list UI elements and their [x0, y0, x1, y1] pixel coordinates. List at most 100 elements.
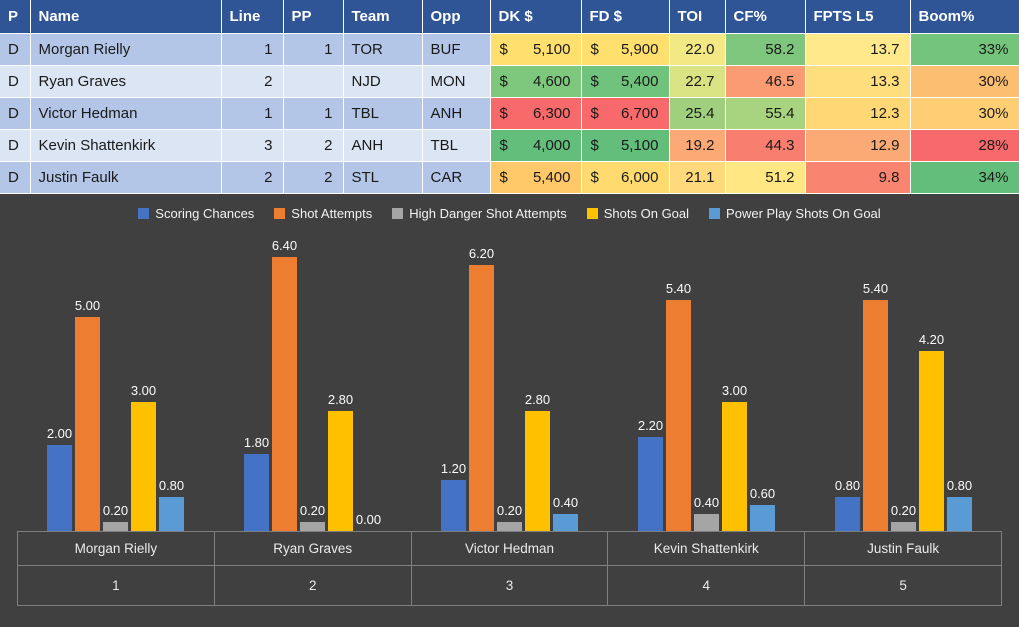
cell-fd[interactable]: $6,000	[581, 161, 670, 194]
cell-p[interactable]: D	[0, 65, 31, 98]
legend-item-scoring-chances[interactable]: Scoring Chances	[138, 206, 254, 221]
cell-line[interactable]: 1	[221, 33, 284, 66]
cell-team[interactable]: NJD	[343, 65, 423, 98]
cell-cf[interactable]: 44.3	[725, 129, 806, 162]
cell-pp[interactable]: 2	[283, 129, 344, 162]
column-header-dk[interactable]: DK $	[490, 0, 582, 34]
column-header-opp[interactable]: Opp	[422, 0, 491, 34]
bar-shot-attempts	[469, 264, 494, 531]
cell-dk[interactable]: $5,400	[490, 161, 582, 194]
cell-cf[interactable]: 46.5	[725, 65, 806, 98]
cell-fpts-l5[interactable]: 13.7	[805, 33, 911, 66]
bar-power-play-shots-on-goal	[553, 513, 578, 531]
cell-team[interactable]: TOR	[343, 33, 423, 66]
cell-p[interactable]: D	[0, 33, 31, 66]
bar-slot: 0.20	[103, 232, 128, 531]
cell-opp[interactable]: TBL	[422, 129, 491, 162]
cell-fd[interactable]: $5,900	[581, 33, 670, 66]
bar-shots-on-goal	[328, 410, 353, 531]
cell-boom[interactable]: 30%	[910, 97, 1019, 130]
currency-symbol: $	[590, 136, 599, 154]
axis-player-name: Victor Hedman	[410, 531, 608, 565]
column-header-boom[interactable]: Boom%	[910, 0, 1019, 34]
cell-fd[interactable]: $5,100	[581, 129, 670, 162]
column-header-fd[interactable]: FD $	[581, 0, 670, 34]
cell-fpts-l5[interactable]: 12.9	[805, 129, 911, 162]
cell-boom[interactable]: 33%	[910, 33, 1019, 66]
column-header-line[interactable]: Line	[221, 0, 284, 34]
cell-name[interactable]: Justin Faulk	[30, 161, 222, 194]
legend-label: Shots On Goal	[603, 206, 690, 221]
cell-dk[interactable]: $4,600	[490, 65, 582, 98]
bar-scoring-chances	[244, 453, 269, 531]
x-axis-player-names: Morgan Rielly Ryan Graves Victor Hedman Kev…	[17, 531, 1002, 566]
accounting-cell: $5,100	[491, 34, 581, 65]
cell-opp[interactable]: CAR	[422, 161, 491, 194]
legend-item-power-play-shots-on-goal[interactable]: Power Play Shots On Goal	[709, 206, 881, 221]
cell-line[interactable]: 2	[221, 161, 284, 194]
cell-line[interactable]: 3	[221, 129, 284, 162]
cell-line[interactable]: 2	[221, 65, 284, 98]
cell-team[interactable]: STL	[343, 161, 423, 194]
currency-symbol: $	[590, 40, 599, 58]
cell-team[interactable]: TBL	[343, 97, 423, 130]
cell-toi[interactable]: 22.0	[669, 33, 726, 66]
legend-item-shot-attempts[interactable]: Shot Attempts	[274, 206, 372, 221]
cell-fpts-l5[interactable]: 13.3	[805, 65, 911, 98]
bar-value-label: 6.40	[271, 237, 298, 253]
column-header-name[interactable]: Name	[30, 0, 222, 34]
bar-scoring-chances	[47, 444, 72, 531]
bar-scoring-chances	[638, 436, 663, 531]
cell-pp[interactable]: 1	[283, 33, 344, 66]
cell-toi[interactable]: 19.2	[669, 129, 726, 162]
cell-name[interactable]: Victor Hedman	[30, 97, 222, 130]
cell-team[interactable]: ANH	[343, 129, 423, 162]
legend-swatch-shot-attempts	[274, 208, 286, 219]
cell-name[interactable]: Ryan Graves	[30, 65, 222, 98]
column-header-team[interactable]: Team	[343, 0, 423, 34]
column-header-pp[interactable]: PP	[283, 0, 344, 34]
cell-line[interactable]: 1	[221, 97, 284, 130]
cell-opp[interactable]: MON	[422, 65, 491, 98]
accounting-cell: $6,000	[582, 162, 669, 193]
bar-shots-on-goal	[722, 401, 747, 531]
bar-value-label: 0.80	[834, 477, 861, 493]
cell-toi[interactable]: 25.4	[669, 97, 726, 130]
column-header-cf[interactable]: CF%	[725, 0, 806, 34]
cell-toi[interactable]: 21.1	[669, 161, 726, 194]
column-header-toi[interactable]: TOI	[669, 0, 726, 34]
legend-item-shots-on-goal[interactable]: Shots On Goal	[586, 206, 690, 221]
column-header-p[interactable]: P	[0, 0, 31, 34]
cell-dk[interactable]: $5,100	[490, 33, 582, 66]
cell-cf[interactable]: 51.2	[725, 161, 806, 194]
cell-cf[interactable]: 58.2	[725, 33, 806, 66]
cell-opp[interactable]: ANH	[422, 97, 491, 130]
column-header-fpts-l5[interactable]: FPTS L5	[805, 0, 911, 34]
legend-item-high-danger-shot-attempts[interactable]: High Danger Shot Attempts	[392, 206, 567, 221]
cell-boom[interactable]: 28%	[910, 129, 1019, 162]
cell-fpts-l5[interactable]: 12.3	[805, 97, 911, 130]
cell-fd[interactable]: $6,700	[581, 97, 670, 130]
cell-toi[interactable]: 22.7	[669, 65, 726, 98]
legend-label: Shot Attempts	[291, 206, 373, 221]
accounting-cell: $6,700	[582, 98, 669, 129]
cell-fd[interactable]: $5,400	[581, 65, 670, 98]
cell-cf[interactable]: 55.4	[725, 97, 806, 130]
bar-slot: 0.20	[300, 232, 325, 531]
cell-dk[interactable]: $6,300	[490, 97, 582, 130]
cell-pp[interactable]: 1	[283, 97, 344, 130]
cell-name[interactable]: Morgan Rielly	[30, 33, 222, 66]
cell-pp[interactable]: 2	[283, 161, 344, 194]
cell-dk[interactable]: $4,000	[490, 129, 582, 162]
amount-value: 5,100	[620, 136, 659, 154]
cell-pp[interactable]	[283, 65, 344, 98]
cell-boom[interactable]: 30%	[910, 65, 1019, 98]
cell-boom[interactable]: 34%	[910, 161, 1019, 194]
cell-p[interactable]: D	[0, 161, 31, 194]
cell-p[interactable]: D	[0, 129, 31, 162]
cell-fpts-l5[interactable]: 9.8	[805, 161, 911, 194]
cell-opp[interactable]: BUF	[422, 33, 491, 66]
cell-name[interactable]: Kevin Shattenkirk	[30, 129, 222, 162]
cell-p[interactable]: D	[0, 97, 31, 130]
